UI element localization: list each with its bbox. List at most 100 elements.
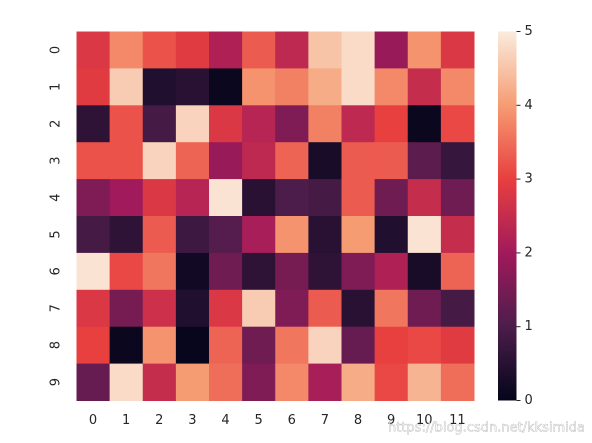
heatmap-cell bbox=[374, 216, 409, 254]
x-tick-label: 7 bbox=[321, 413, 329, 428]
heatmap-cell bbox=[341, 363, 376, 401]
heatmap-cell bbox=[407, 326, 442, 365]
heatmap-cell bbox=[341, 31, 376, 69]
heatmap-cell bbox=[275, 363, 309, 401]
heatmap-cell bbox=[374, 105, 409, 143]
colorbar-tick-label: 5 bbox=[525, 24, 533, 39]
x-tick-label: 1 bbox=[122, 413, 130, 428]
heatmap-cell bbox=[407, 31, 442, 69]
y-tick-label: 8 bbox=[49, 341, 64, 349]
heatmap-cell bbox=[175, 179, 210, 217]
heatmap-cell bbox=[308, 68, 342, 106]
heatmap-cell bbox=[374, 179, 409, 217]
heatmap-cell bbox=[76, 105, 111, 143]
heatmap-cell bbox=[308, 179, 342, 217]
heatmap-cell bbox=[440, 252, 475, 291]
heatmap-cell bbox=[275, 216, 309, 254]
heatmap-cell bbox=[374, 142, 409, 180]
heatmap-cell bbox=[440, 216, 475, 254]
heatmap-cell bbox=[76, 326, 111, 365]
heatmap-cell bbox=[374, 326, 409, 365]
heatmap-cell bbox=[142, 252, 177, 291]
heatmap-cell bbox=[407, 216, 442, 254]
heatmap-cell bbox=[275, 31, 309, 69]
heatmap-cell bbox=[242, 179, 276, 217]
heatmap-cell bbox=[341, 105, 376, 143]
x-tick-label: 5 bbox=[255, 413, 263, 428]
heatmap-cell bbox=[175, 31, 210, 69]
heatmap-cell bbox=[175, 326, 210, 365]
heatmap-cell bbox=[209, 179, 243, 217]
watermark: https://blog.csdn.net/kksimida bbox=[388, 421, 585, 436]
heatmap-cell bbox=[109, 68, 144, 106]
x-tick-label: 2 bbox=[155, 413, 163, 428]
heatmap-cell bbox=[142, 68, 177, 106]
heatmap-cell bbox=[109, 216, 144, 254]
heatmap-cell bbox=[209, 142, 243, 180]
heatmap-cell bbox=[374, 363, 409, 401]
heatmap-cell bbox=[209, 216, 243, 254]
heatmap-cell bbox=[242, 142, 276, 180]
y-tick-label: 3 bbox=[49, 157, 64, 165]
heatmap-cell bbox=[142, 326, 177, 365]
heatmap-cell bbox=[374, 31, 409, 69]
heatmap-cell bbox=[242, 289, 276, 328]
heatmap-cell bbox=[175, 289, 210, 328]
heatmap-cell bbox=[440, 326, 475, 365]
heatmap-cell bbox=[142, 31, 177, 69]
heatmap-cell bbox=[242, 68, 276, 106]
heatmap-cell bbox=[440, 105, 475, 143]
heatmap-cell bbox=[209, 68, 243, 106]
heatmap-cell bbox=[275, 105, 309, 143]
heatmap-cell bbox=[407, 105, 442, 143]
heatmap-cell bbox=[209, 31, 243, 69]
y-tick-label: 1 bbox=[49, 83, 64, 91]
heatmap-cell bbox=[109, 31, 144, 69]
heatmap-cell bbox=[275, 68, 309, 106]
y-tick-label: 9 bbox=[49, 378, 64, 386]
heatmap-cell bbox=[440, 363, 475, 401]
heatmap-cell bbox=[341, 142, 376, 180]
x-tick-label: 9 bbox=[387, 413, 395, 428]
heatmap-cell bbox=[275, 179, 309, 217]
y-tick-label: 0 bbox=[49, 46, 64, 54]
heatmap-cell bbox=[109, 105, 144, 143]
x-tick-label: 10 bbox=[416, 413, 433, 428]
heatmap-cell bbox=[275, 326, 309, 365]
heatmap-cell bbox=[109, 142, 144, 180]
y-tick-label: 4 bbox=[49, 193, 64, 201]
heatmap-cell bbox=[76, 179, 111, 217]
heatmap-cell bbox=[407, 179, 442, 217]
heatmap-cell bbox=[142, 289, 177, 328]
heatmap-cell bbox=[76, 289, 111, 328]
heatmap-cell bbox=[407, 363, 442, 401]
heatmap-cell bbox=[242, 216, 276, 254]
heatmap-cell bbox=[175, 252, 210, 291]
heatmap-cell bbox=[308, 326, 342, 365]
heatmap-cell bbox=[308, 105, 342, 143]
y-tick-label: 5 bbox=[49, 230, 64, 238]
heatmap-cell bbox=[76, 68, 111, 106]
heatmap-cell bbox=[209, 326, 243, 365]
heatmap-cell bbox=[374, 68, 409, 106]
x-tick-label: 11 bbox=[449, 413, 466, 428]
heatmap-cell bbox=[76, 142, 111, 180]
y-tick-label: 7 bbox=[49, 304, 64, 312]
colorbar bbox=[498, 31, 517, 401]
heatmap-cell bbox=[341, 326, 376, 365]
x-tick-label: 8 bbox=[354, 413, 362, 428]
heatmap-cell bbox=[109, 289, 144, 328]
y-tick-label: 2 bbox=[49, 120, 64, 128]
heatmap-cell bbox=[440, 142, 475, 180]
heatmap-cell bbox=[209, 363, 243, 401]
heatmap-cell bbox=[76, 363, 111, 401]
y-tick-label: 6 bbox=[49, 267, 64, 275]
heatmap-cell bbox=[76, 31, 111, 69]
colorbar-tick-label: 4 bbox=[525, 98, 533, 113]
heatmap-cell bbox=[374, 252, 409, 291]
heatmap-cell bbox=[440, 289, 475, 328]
heatmap-cell bbox=[209, 289, 243, 328]
heatmap-cell bbox=[242, 326, 276, 365]
heatmap-cell bbox=[440, 179, 475, 217]
